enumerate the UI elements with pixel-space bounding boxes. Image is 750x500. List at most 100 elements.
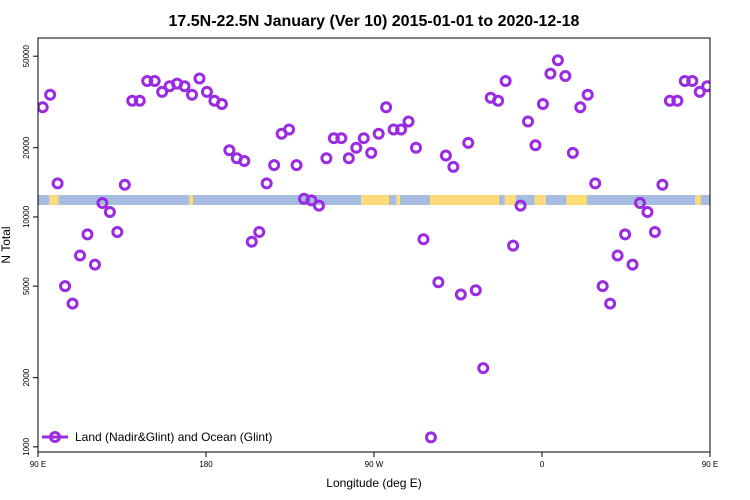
data-point: [469, 284, 482, 297]
data-point: [417, 233, 430, 246]
data-point: [74, 249, 86, 262]
data-point: [559, 70, 572, 83]
data-point: [701, 80, 710, 93]
data-point: [193, 72, 206, 85]
data-point: [327, 132, 340, 145]
legend-label: Land (Nadir&Glint) and Ocean (Glint): [75, 430, 272, 444]
data-point: [178, 80, 191, 93]
data-point: [342, 152, 355, 165]
land-segment: [430, 195, 500, 205]
land-segment: [534, 195, 546, 205]
data-point: [432, 276, 445, 289]
x-axis: 90 E 180 90 W 0 90 E: [30, 452, 718, 469]
data-point: [96, 196, 109, 209]
data-point: [312, 199, 325, 212]
data-point: [529, 139, 542, 152]
data-point: [611, 249, 624, 262]
data-point: [581, 88, 594, 101]
y-tick-label: 2000: [22, 368, 31, 386]
data-point: [447, 160, 460, 173]
data-point: [66, 297, 79, 310]
legend: Land (Nadir&Glint) and Ocean (Glint): [42, 430, 272, 444]
data-point: [551, 54, 564, 67]
data-point: [641, 206, 654, 219]
data-point: [454, 288, 467, 301]
data-point: [424, 431, 437, 444]
data-point: [619, 228, 632, 241]
data-point: [245, 235, 258, 248]
land-segment: [49, 195, 59, 205]
data-point: [335, 132, 348, 145]
x-tick-label: 180: [199, 460, 213, 469]
land-segment: [360, 195, 389, 205]
data-point: [365, 146, 378, 159]
land-segment: [189, 195, 193, 205]
data-point: [387, 123, 400, 136]
data-point: [268, 159, 281, 172]
data-point: [238, 155, 251, 168]
data-point: [477, 362, 490, 375]
y-tick-label: 5000: [22, 277, 31, 295]
data-point: [357, 132, 370, 145]
x-tick-label: 90 W: [365, 460, 384, 469]
data-point: [88, 258, 101, 271]
data-point: [260, 177, 273, 190]
data-point: [402, 115, 415, 128]
data-point: [141, 75, 154, 88]
data-point: [648, 225, 661, 238]
data-point: [38, 101, 49, 114]
data-point: [596, 280, 609, 293]
x-axis-title: Longitude (deg E): [326, 476, 421, 490]
land-sea-strip: [38, 195, 710, 205]
data-point: [44, 88, 57, 101]
y-axis-title: N Total: [0, 226, 13, 263]
data-point: [656, 178, 669, 191]
data-point: [410, 141, 422, 154]
data-point: [81, 228, 94, 241]
x-tick-label: 90 E: [702, 460, 718, 469]
land-segment: [695, 195, 701, 205]
data-point: [350, 141, 363, 154]
data-point: [118, 178, 131, 191]
data-point: [253, 225, 266, 238]
chart-title: 17.5N-22.5N January (Ver 10) 2015-01-01 …: [169, 13, 580, 30]
land-segment: [396, 195, 401, 205]
legend-marker: [49, 431, 61, 443]
data-point: [514, 199, 527, 212]
data-point: [283, 123, 296, 136]
data-point: [223, 144, 236, 157]
data-point: [200, 85, 213, 98]
data-point: [111, 225, 124, 238]
data-point: [126, 94, 139, 107]
data-point: [626, 258, 639, 271]
y-tick-label: 20000: [22, 136, 31, 159]
land-segment: [504, 195, 516, 205]
data-point: [439, 149, 452, 162]
data-point: [522, 115, 534, 128]
data-point: [678, 75, 691, 88]
data-point: [634, 196, 646, 209]
land-segments: [49, 195, 701, 205]
data-point: [51, 177, 64, 190]
data-point: [492, 94, 505, 107]
data-point: [499, 75, 512, 88]
y-tick-label: 1000: [22, 437, 31, 455]
y-axis: 1000 2000 5000 10000 20000 50000: [22, 45, 38, 456]
data-points: [38, 54, 710, 444]
data-point: [693, 85, 706, 98]
data-point: [544, 67, 557, 80]
data-point: [536, 97, 549, 110]
y-tick-label: 50000: [22, 45, 31, 68]
data-point: [663, 94, 676, 107]
data-point: [566, 146, 579, 159]
x-tick-label: 0: [540, 460, 545, 469]
data-point: [686, 75, 699, 88]
data-point: [290, 159, 303, 172]
plot-frame: [37, 37, 711, 453]
data-point: [133, 94, 146, 107]
data-point: [215, 97, 228, 110]
data-point: [103, 206, 116, 219]
data-point: [320, 152, 333, 165]
y-tick-label: 10000: [22, 205, 31, 228]
